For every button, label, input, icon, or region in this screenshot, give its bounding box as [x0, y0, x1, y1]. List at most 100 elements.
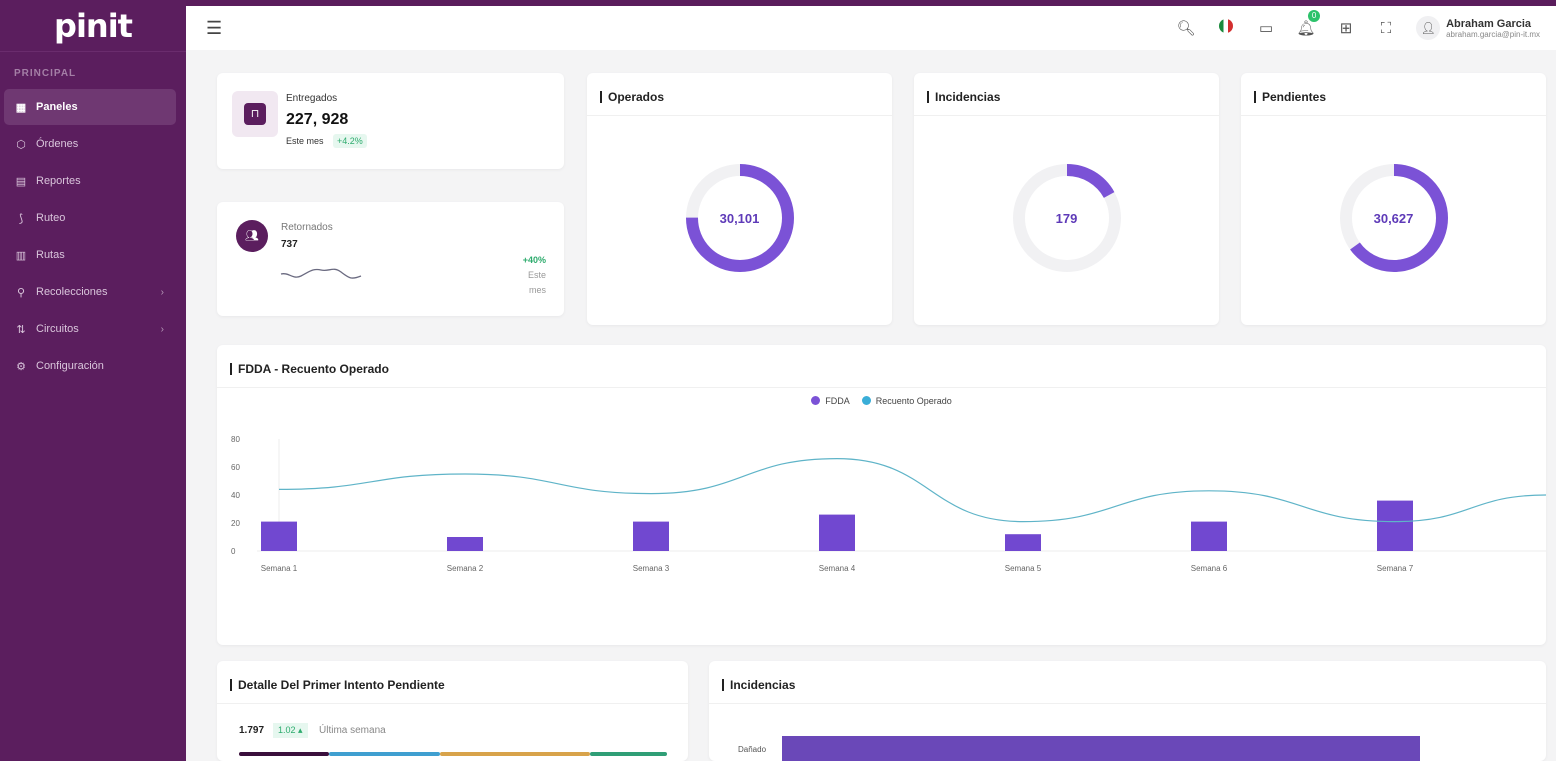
legend-recuento[interactable]: Recuento Operado [861, 396, 952, 406]
sidebar-item-reportes[interactable]: ▤ Reportes [4, 163, 176, 199]
kpi-label: Retornados [281, 222, 333, 233]
map-icon: ▥ [15, 249, 27, 262]
clipboard-icon: ▤ [15, 175, 27, 188]
fdda-chart: 0 20 40 60 80 Semana 1 Semana 2 Semana 3 Semana … [231, 435, 1546, 573]
users-icon: 👥︎ [236, 220, 268, 252]
fdda-chart-card: FDDA - Recuento Operado FDDA Recuento Op… [217, 345, 1546, 645]
x-tick-label: Semana 3 [633, 564, 670, 573]
user-avatar-icon[interactable]: 👤︎ [1416, 16, 1441, 40]
x-tick-label: Semana 5 [1005, 564, 1042, 573]
bar-fdda [1377, 500, 1413, 551]
bar-fdda [1005, 534, 1041, 551]
progress-segment [440, 752, 590, 756]
sparkline [280, 268, 362, 279]
donut-chart [685, 164, 794, 272]
apps-icon[interactable]: ⊞ [1339, 20, 1353, 37]
progress-segment [328, 752, 441, 756]
donut-card-operados: Operados 30,101 [587, 73, 892, 325]
bag-icon: ⊓ [244, 103, 266, 125]
detalle-card: Detalle Del Primer Intento Pendiente 1.7… [217, 661, 688, 761]
sidebar: pinit PRINCIPAL ▦ Paneles ⬡ Órdenes ▤ Reporte… [0, 0, 186, 761]
donut-card-pendientes: Pendientes 30,627 [1241, 73, 1546, 325]
donut-arc [1012, 164, 1121, 272]
bar-label: Dañado [738, 745, 767, 754]
detalle-period: Última semana [319, 725, 386, 736]
settings-icon: ⚙ [16, 360, 26, 373]
sidebar-item-ruteo[interactable]: ⟆ Ruteo [4, 200, 176, 236]
chat-icon[interactable]: ▭ [1258, 20, 1274, 37]
donut-value: 30,627 [1373, 211, 1414, 226]
y-tick-label: 20 [231, 519, 240, 528]
kpi-period: Este [527, 270, 546, 280]
donut-value: 30,101 [719, 211, 760, 226]
card-title: Incidencias [722, 679, 1546, 691]
donut-value: 179 [1055, 211, 1078, 226]
logo[interactable]: pinit [0, 0, 186, 52]
bar-fdda [447, 537, 483, 551]
kpi-value: 737 [281, 239, 298, 250]
sidebar-item-rutas[interactable]: ▥ Rutas [4, 237, 176, 273]
mexico-flag-icon[interactable] [1206, 19, 1246, 37]
chart-title: FDDA - Recuento Operado [230, 363, 1546, 375]
kpi-change: +40% [522, 255, 546, 265]
donut-chart [1012, 164, 1121, 272]
chart-legend: FDDA Recuento Operado [217, 396, 1546, 406]
x-tick-label: Semana 4 [819, 564, 856, 573]
nav: ▦ Paneles ⬡ Órdenes ▤ Reportes ⟆ Ruteo ▥ Rutas ⚲ Re… [0, 89, 186, 384]
sidebar-item-label: Reportes [36, 175, 81, 187]
section-label: PRINCIPAL [14, 68, 77, 79]
bar-fdda [819, 514, 855, 551]
chevron-right-icon: › [160, 323, 164, 335]
donut-chart [1339, 164, 1448, 272]
notification-badge: 0 [1308, 10, 1321, 22]
detalle-value: 1.797 [239, 725, 265, 736]
sidebar-item-ordenes[interactable]: ⬡ Órdenes [4, 126, 176, 162]
donut-arc [1339, 164, 1448, 272]
fullscreen-icon[interactable]: ⛶ [1380, 19, 1392, 37]
x-tick-label: Semana 7 [1377, 564, 1414, 573]
donut-card-incidencias: Incidencias 179 [914, 73, 1219, 325]
kpi-entregados: ⊓ Entregados 227, 928 Este mes +4.2% [217, 73, 564, 169]
kpi-label: Entregados [286, 93, 338, 104]
sidebar-item-label: Paneles [36, 101, 78, 113]
sidebar-item-recolecciones[interactable]: ⚲ Recolecciones › [4, 274, 176, 310]
box-icon: ⬡ [16, 138, 26, 151]
x-tick-label: Semana 1 [261, 564, 298, 573]
bag-icon-box: ⊓ [232, 91, 278, 137]
progress-segments [239, 752, 667, 756]
x-tick-label: Semana 2 [447, 564, 484, 573]
bar-fdda [1191, 521, 1227, 551]
card-title: Pendientes [1254, 91, 1546, 103]
legend-fdda[interactable]: FDDA [811, 396, 850, 406]
sidebar-item-label: Circuitos [36, 323, 79, 335]
bar-fdda [261, 521, 297, 551]
donut-arc [685, 164, 794, 272]
pin-icon: ⚲ [16, 286, 26, 299]
menu-icon[interactable]: ☰ [206, 17, 223, 38]
user-info[interactable]: Abraham Garcia abraham.garcia@pin-it.mx [1446, 18, 1540, 39]
sidebar-item-paneles[interactable]: ▦ Paneles [4, 89, 176, 125]
grid-icon: ▦ [15, 101, 27, 114]
card-title: Incidencias [927, 91, 1219, 103]
sidebar-item-configuracion[interactable]: ⚙ Configuración [4, 348, 176, 384]
incidencias-bar-card: Incidencias Dañado [709, 661, 1546, 761]
sidebar-item-label: Rutas [36, 249, 65, 261]
circuit-icon: ⇅ [16, 323, 26, 336]
sidebar-item-circuitos[interactable]: ⇅ Circuitos › [4, 311, 176, 347]
y-tick-label: 40 [231, 491, 240, 500]
sidebar-item-label: Órdenes [36, 138, 79, 150]
card-title: Operados [600, 91, 892, 103]
y-tick-label: 0 [231, 547, 236, 556]
sidebar-item-label: Recolecciones [36, 286, 108, 298]
sidebar-item-label: Ruteo [36, 212, 66, 224]
progress-segment [589, 752, 667, 756]
x-tick-label: Semana 6 [1191, 564, 1228, 573]
bar-fdda [633, 521, 669, 551]
search-icon[interactable]: 🔍︎ [1176, 20, 1196, 37]
detalle-change: 1.02 ▴ [273, 723, 308, 738]
y-tick-label: 80 [231, 435, 240, 444]
bell-icon[interactable]: 🔔︎ 0 [1286, 10, 1326, 37]
incidencia-bar [782, 736, 1420, 761]
sidebar-item-label: Configuración [36, 360, 104, 372]
user-name: Abraham Garcia [1446, 17, 1532, 30]
